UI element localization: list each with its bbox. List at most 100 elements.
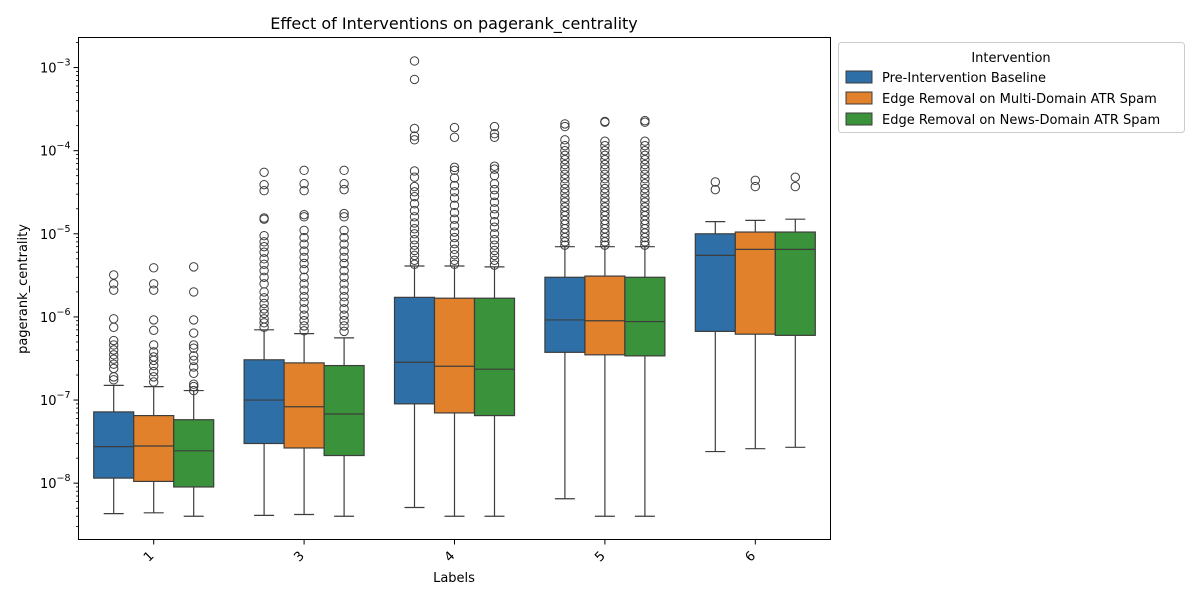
outlier-point (339, 179, 349, 189)
box (694, 233, 736, 332)
outlier-point (560, 183, 570, 194)
box (544, 276, 586, 353)
outlier-point (299, 297, 309, 307)
outlier-point (259, 318, 269, 328)
outlier-point (409, 131, 420, 141)
y-tick-label: 10−5 (40, 224, 71, 243)
legend-title: Intervention (971, 51, 1050, 66)
outlier-point (640, 154, 650, 165)
outlier-point (640, 240, 650, 250)
outlier-point (489, 234, 500, 245)
outlier-point (489, 161, 500, 171)
outlier-point (600, 150, 610, 161)
outlier-point (189, 385, 199, 396)
legend-swatch (845, 70, 873, 84)
outlier-point (339, 239, 349, 249)
legend-item-label: Edge Removal on News-Domain ATR Spam (882, 113, 1160, 128)
outlier-point (489, 245, 500, 256)
plot-frame (78, 37, 831, 540)
outlier-point (449, 244, 460, 255)
outlier-point (299, 239, 309, 249)
outlier-point (259, 265, 269, 276)
outlier-point (640, 164, 650, 174)
outlier-point (640, 140, 650, 151)
plot-area (93, 56, 816, 517)
outlier-point (149, 355, 159, 366)
outlier-point (560, 140, 570, 151)
outlier-point (600, 154, 610, 165)
outlier-point (449, 180, 460, 191)
legend-item-label: Pre-Intervention Baseline (882, 71, 1046, 86)
series-2 (133, 116, 776, 517)
outlier-point (409, 212, 420, 222)
outlier-point (259, 167, 269, 177)
outlier-point (149, 372, 159, 382)
box (393, 296, 436, 405)
outlier-point (600, 193, 610, 203)
outlier-point (560, 121, 570, 132)
outlier-point (339, 208, 349, 219)
outlier-point (600, 140, 610, 151)
legend-swatch (845, 91, 873, 105)
box (173, 419, 215, 488)
outlier-point (299, 252, 309, 263)
box (624, 276, 666, 357)
box (283, 362, 325, 449)
outlier-point (259, 254, 269, 264)
outlier-point (409, 135, 420, 145)
legend-item-label: Edge Removal on Multi-Domain ATR Spam (882, 92, 1157, 107)
outlier-point (449, 122, 460, 133)
y-tick-label: 10−6 (40, 307, 71, 326)
outlier-point (449, 207, 460, 218)
box (323, 364, 365, 457)
legend-frame (838, 42, 1185, 133)
box (584, 275, 626, 356)
outlier-point (600, 174, 610, 184)
outlier-point (489, 260, 500, 270)
outlier-point (259, 293, 269, 303)
x-axis-label: Labels (433, 571, 475, 586)
outlier-point (189, 379, 199, 389)
outlier-point (560, 135, 570, 145)
outlier-point (299, 232, 309, 243)
outlier-point (710, 177, 720, 187)
box (774, 231, 816, 336)
outlier-point (560, 197, 570, 207)
legend-swatch (845, 112, 873, 126)
outlier-point (259, 308, 269, 319)
outlier-point (149, 360, 159, 371)
outlier-point (409, 56, 420, 66)
outlier-point (259, 322, 269, 333)
outlier-point (299, 165, 309, 176)
outlier-point (339, 212, 349, 222)
outlier-point (640, 197, 650, 207)
outlier-point (640, 145, 650, 156)
outlier-point (189, 362, 199, 372)
outlier-point (409, 172, 420, 182)
outlier-point (149, 366, 159, 377)
outlier-point (339, 310, 349, 320)
outlier-point (710, 184, 720, 195)
outlier-point (339, 297, 349, 307)
outlier-point (109, 375, 119, 385)
outlier-point (640, 174, 650, 184)
outlier-point (299, 326, 309, 336)
outlier-point (409, 259, 420, 269)
outlier-point (489, 179, 500, 189)
outlier-point (299, 209, 309, 220)
outlier-point (189, 340, 199, 350)
outlier-point (109, 340, 119, 350)
outlier-point (449, 232, 460, 243)
outlier-point (409, 191, 420, 202)
outlier-point (489, 204, 500, 214)
outlier-point (109, 372, 119, 382)
box (473, 297, 516, 417)
outlier-point (489, 240, 500, 250)
outlier-point (489, 164, 500, 174)
outlier-point (299, 285, 309, 295)
outlier-point (640, 237, 650, 247)
outlier-point (299, 179, 309, 189)
outlier-point (489, 255, 500, 266)
chart-title: Effect of Interventions on pagerank_cent… (270, 14, 638, 34)
